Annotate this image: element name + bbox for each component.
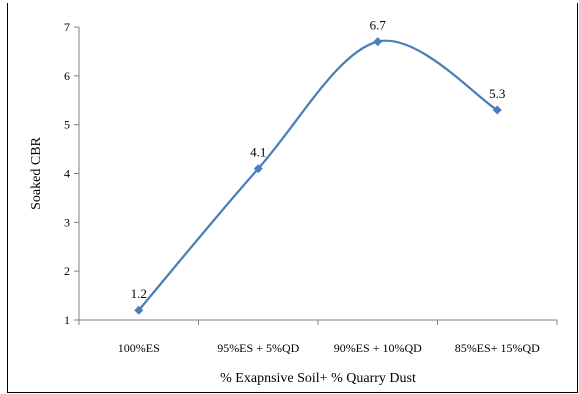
x-category-label: 100%ES bbox=[118, 341, 160, 355]
y-tick-label: 4 bbox=[64, 167, 70, 181]
axes bbox=[78, 27, 557, 321]
data-point-marker bbox=[134, 305, 144, 315]
y-tick-label: 7 bbox=[64, 20, 70, 34]
data-label: 1.2 bbox=[131, 286, 147, 301]
x-axis-title: % Exapnsive Soil+ % Quarry Dust bbox=[220, 371, 416, 386]
x-category-label: 95%ES + 5%QD bbox=[217, 341, 299, 355]
y-tick-label: 6 bbox=[64, 69, 70, 83]
series-line bbox=[137, 39, 498, 311]
chart-frame bbox=[7, 3, 578, 393]
data-label: 6.7 bbox=[370, 18, 387, 33]
x-category-label: 90%ES + 10%QD bbox=[334, 341, 422, 355]
data-point-marker bbox=[492, 105, 502, 115]
series-layer bbox=[134, 37, 502, 315]
data-label: 4.1 bbox=[250, 145, 266, 160]
labels-layer: 1.2 4.1 6.7 5.3 bbox=[131, 18, 506, 302]
ticks: 1 2 3 4 5 6 7 100%ES 95%ES + 5%QD 90%ES + 10%QD 85… bbox=[64, 20, 558, 355]
data-label: 5.3 bbox=[489, 86, 505, 101]
y-tick-label: 3 bbox=[64, 215, 70, 229]
data-point-marker bbox=[373, 37, 383, 47]
y-tick-label: 5 bbox=[64, 118, 70, 132]
x-category-label: 85%ES+ 15%QD bbox=[455, 341, 540, 355]
data-point-marker bbox=[253, 164, 263, 174]
y-tick-label: 1 bbox=[64, 313, 70, 327]
y-axis-title: Soaked CBR bbox=[29, 136, 44, 209]
y-tick-label: 2 bbox=[64, 264, 70, 278]
